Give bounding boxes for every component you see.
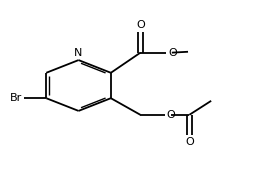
Text: O: O	[185, 137, 194, 147]
Text: O: O	[168, 48, 177, 58]
Text: Br: Br	[10, 93, 22, 103]
Text: N: N	[74, 48, 83, 58]
Text: O: O	[167, 110, 176, 120]
Text: O: O	[136, 20, 145, 30]
